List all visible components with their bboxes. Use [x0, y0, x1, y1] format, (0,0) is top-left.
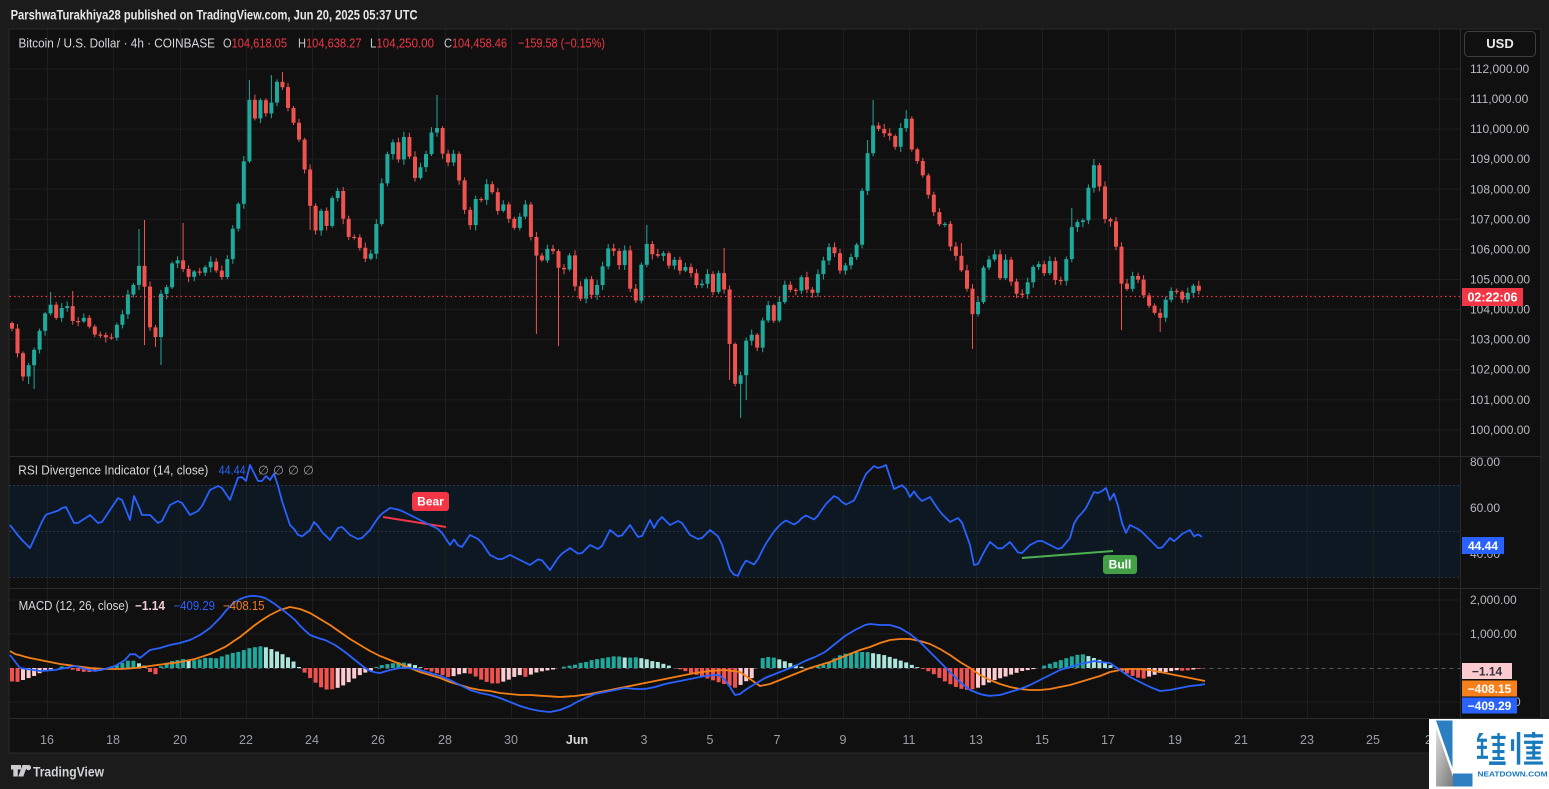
svg-text:111,000.00: 111,000.00 [1470, 92, 1529, 106]
svg-text:H104,638.27: H104,638.27 [298, 36, 362, 51]
svg-text:26: 26 [371, 733, 385, 747]
svg-text:104,000.00: 104,000.00 [1470, 303, 1530, 317]
svg-text:Jun: Jun [566, 733, 588, 747]
svg-text:MACD (12, 26, close): MACD (12, 26, close) [19, 599, 129, 613]
svg-text:24: 24 [305, 733, 319, 747]
svg-text:ParshwaTurakhiya28 published o: ParshwaTurakhiya28 published on TradingV… [11, 8, 418, 23]
svg-text:−409.29: −409.29 [174, 599, 216, 613]
svg-text:17: 17 [1101, 733, 1115, 747]
svg-text:∅: ∅ [258, 464, 269, 478]
svg-text:25: 25 [1366, 733, 1380, 747]
svg-text:5: 5 [707, 733, 714, 747]
svg-text:110,000.00: 110,000.00 [1470, 122, 1529, 136]
svg-text:11: 11 [903, 733, 916, 747]
svg-text:18: 18 [106, 733, 120, 747]
svg-text:L104,250.00: L104,250.00 [370, 36, 434, 51]
svg-text:O104,618.05: O104,618.05 [223, 36, 287, 51]
svg-text:109,000.00: 109,000.00 [1470, 152, 1530, 166]
svg-text:108,000.00: 108,000.00 [1470, 182, 1530, 196]
svg-text:15: 15 [1035, 733, 1049, 747]
svg-text:105,000.00: 105,000.00 [1470, 273, 1530, 287]
svg-text:9: 9 [840, 733, 847, 747]
svg-text:Bull: Bull [1109, 558, 1132, 572]
svg-text:C104,458.46: C104,458.46 [444, 36, 507, 51]
svg-text:20: 20 [173, 733, 187, 747]
svg-text:∅: ∅ [303, 464, 314, 478]
svg-text:60.00: 60.00 [1470, 501, 1500, 515]
svg-text:7: 7 [774, 733, 781, 747]
svg-text:Bear: Bear [417, 495, 444, 509]
svg-text:RSI Divergence Indicator (14,: RSI Divergence Indicator (14, close) [18, 464, 208, 478]
svg-text:106,000.00: 106,000.00 [1470, 242, 1530, 256]
svg-text:80.00: 80.00 [1470, 455, 1500, 469]
svg-text:107,000.00: 107,000.00 [1470, 212, 1530, 226]
svg-text:13: 13 [969, 733, 983, 747]
svg-text:103,000.00: 103,000.00 [1470, 333, 1530, 347]
svg-text:44.44: 44.44 [219, 464, 246, 478]
svg-text:28: 28 [438, 733, 452, 747]
svg-text:3: 3 [641, 733, 648, 747]
svg-text:112,000.00: 112,000.00 [1470, 62, 1529, 76]
svg-text:USD: USD [1486, 36, 1513, 51]
svg-text:2,000.00: 2,000.00 [1470, 593, 1517, 607]
svg-text:−1.14: −1.14 [135, 599, 165, 613]
svg-text:−159.58 (−0.15%): −159.58 (−0.15%) [518, 36, 605, 51]
svg-text:102,000.00: 102,000.00 [1470, 363, 1530, 377]
svg-text:21: 21 [1234, 733, 1248, 747]
svg-text:44.44: 44.44 [1468, 539, 1498, 553]
svg-text:19: 19 [1168, 733, 1182, 747]
svg-text:−408.15: −408.15 [1468, 682, 1512, 696]
svg-text:16: 16 [40, 733, 54, 747]
svg-text:22: 22 [239, 733, 253, 747]
svg-text:NEATDOWN.COM: NEATDOWN.COM [1478, 770, 1548, 779]
svg-text:−1.14: −1.14 [1472, 665, 1503, 679]
svg-text:∅: ∅ [288, 464, 299, 478]
svg-text:100,000.00: 100,000.00 [1470, 423, 1530, 437]
svg-text:−408.15: −408.15 [223, 599, 265, 613]
svg-text:Bitcoin / U.S. Dollar · 4h · C: Bitcoin / U.S. Dollar · 4h · COINBASE [19, 36, 216, 51]
svg-text:∅: ∅ [273, 464, 284, 478]
svg-text:TradingView: TradingView [33, 765, 104, 780]
svg-text:101,000.00: 101,000.00 [1470, 393, 1530, 407]
svg-text:−409.29: −409.29 [1468, 699, 1512, 713]
svg-text:23: 23 [1300, 733, 1314, 747]
svg-text:1,000.00: 1,000.00 [1470, 627, 1517, 641]
svg-text:30: 30 [504, 733, 518, 747]
svg-text:02:22:06: 02:22:06 [1467, 291, 1517, 305]
